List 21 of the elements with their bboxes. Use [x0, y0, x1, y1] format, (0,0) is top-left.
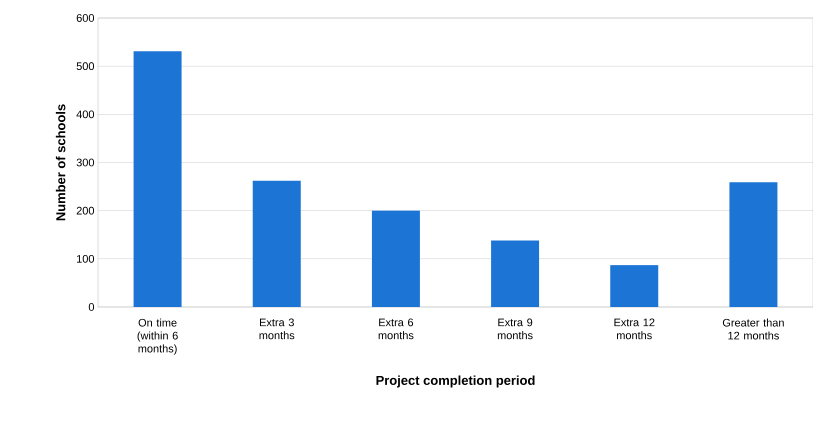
x-tick-label: Extra 9 months	[498, 318, 533, 340]
x-tick-label: Extra 3 months	[260, 318, 294, 340]
x-tick-label: Extra 12 months	[614, 318, 654, 340]
y-tick-label: 200	[76, 206, 94, 215]
x-tick-label: On time (within 6 months)	[138, 318, 178, 355]
bar	[372, 210, 420, 307]
bar	[610, 265, 658, 307]
y-tick-label: 600	[76, 14, 94, 22]
y-tick-label: 400	[76, 110, 94, 118]
bar	[134, 51, 182, 307]
bar	[252, 180, 301, 307]
y-tick-label: 100	[77, 254, 94, 263]
y-tick-label: 500	[76, 62, 94, 70]
bar	[729, 182, 778, 307]
x-tick-label: Extra 6 months	[378, 318, 414, 340]
y-axis-title: Number of schools	[56, 104, 66, 220]
bar	[491, 240, 540, 307]
y-tick-label: 0	[88, 303, 94, 311]
x-tick-label: Greater than 12 months	[722, 318, 784, 340]
y-tick-label: 300	[76, 158, 94, 166]
x-axis-title: Project completion period	[376, 375, 535, 388]
